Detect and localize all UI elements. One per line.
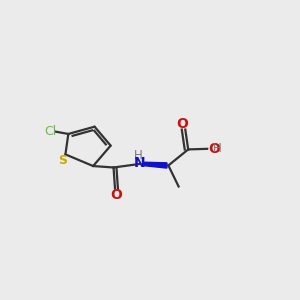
Text: O: O [176,117,188,131]
Polygon shape [145,162,167,168]
Text: Cl: Cl [44,125,56,138]
Text: S: S [58,154,67,167]
Text: O: O [208,142,220,155]
Text: N: N [134,156,145,170]
Text: O: O [110,188,122,202]
Text: H: H [134,149,142,162]
Text: H: H [213,142,222,155]
